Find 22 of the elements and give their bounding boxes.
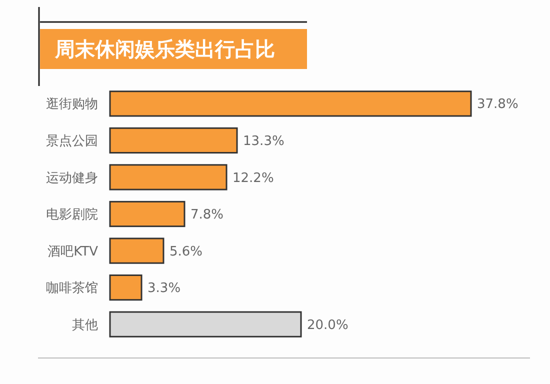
data-label: 7.8% (190, 208, 224, 223)
bar (109, 274, 142, 301)
y-tick-label: 酒吧KTV (48, 244, 98, 260)
data-label: 3.3% (148, 281, 181, 296)
data-label: 12.2% (232, 170, 274, 186)
bar (109, 90, 472, 117)
bar (109, 311, 302, 338)
data-label: 5.6% (169, 244, 203, 260)
y-tick-label: 景点公园 (46, 134, 98, 149)
bar (109, 200, 186, 228)
bar (109, 127, 238, 154)
y-tick-label: 咖啡茶馆 (46, 281, 98, 296)
bar (109, 164, 228, 190)
data-label: 13.3% (243, 134, 284, 149)
y-tick-label: 逛街购物 (46, 97, 98, 112)
chart-title: 周末休闲娱乐类出行占比 (54, 37, 275, 61)
data-label: 37.8% (477, 97, 518, 112)
y-tick-label: 电影剧院 (46, 208, 98, 223)
y-tick-label: 其他 (72, 318, 98, 333)
data-label: 20.0% (307, 318, 348, 333)
bar (109, 238, 164, 264)
y-tick-label: 运动健身 (46, 170, 98, 186)
